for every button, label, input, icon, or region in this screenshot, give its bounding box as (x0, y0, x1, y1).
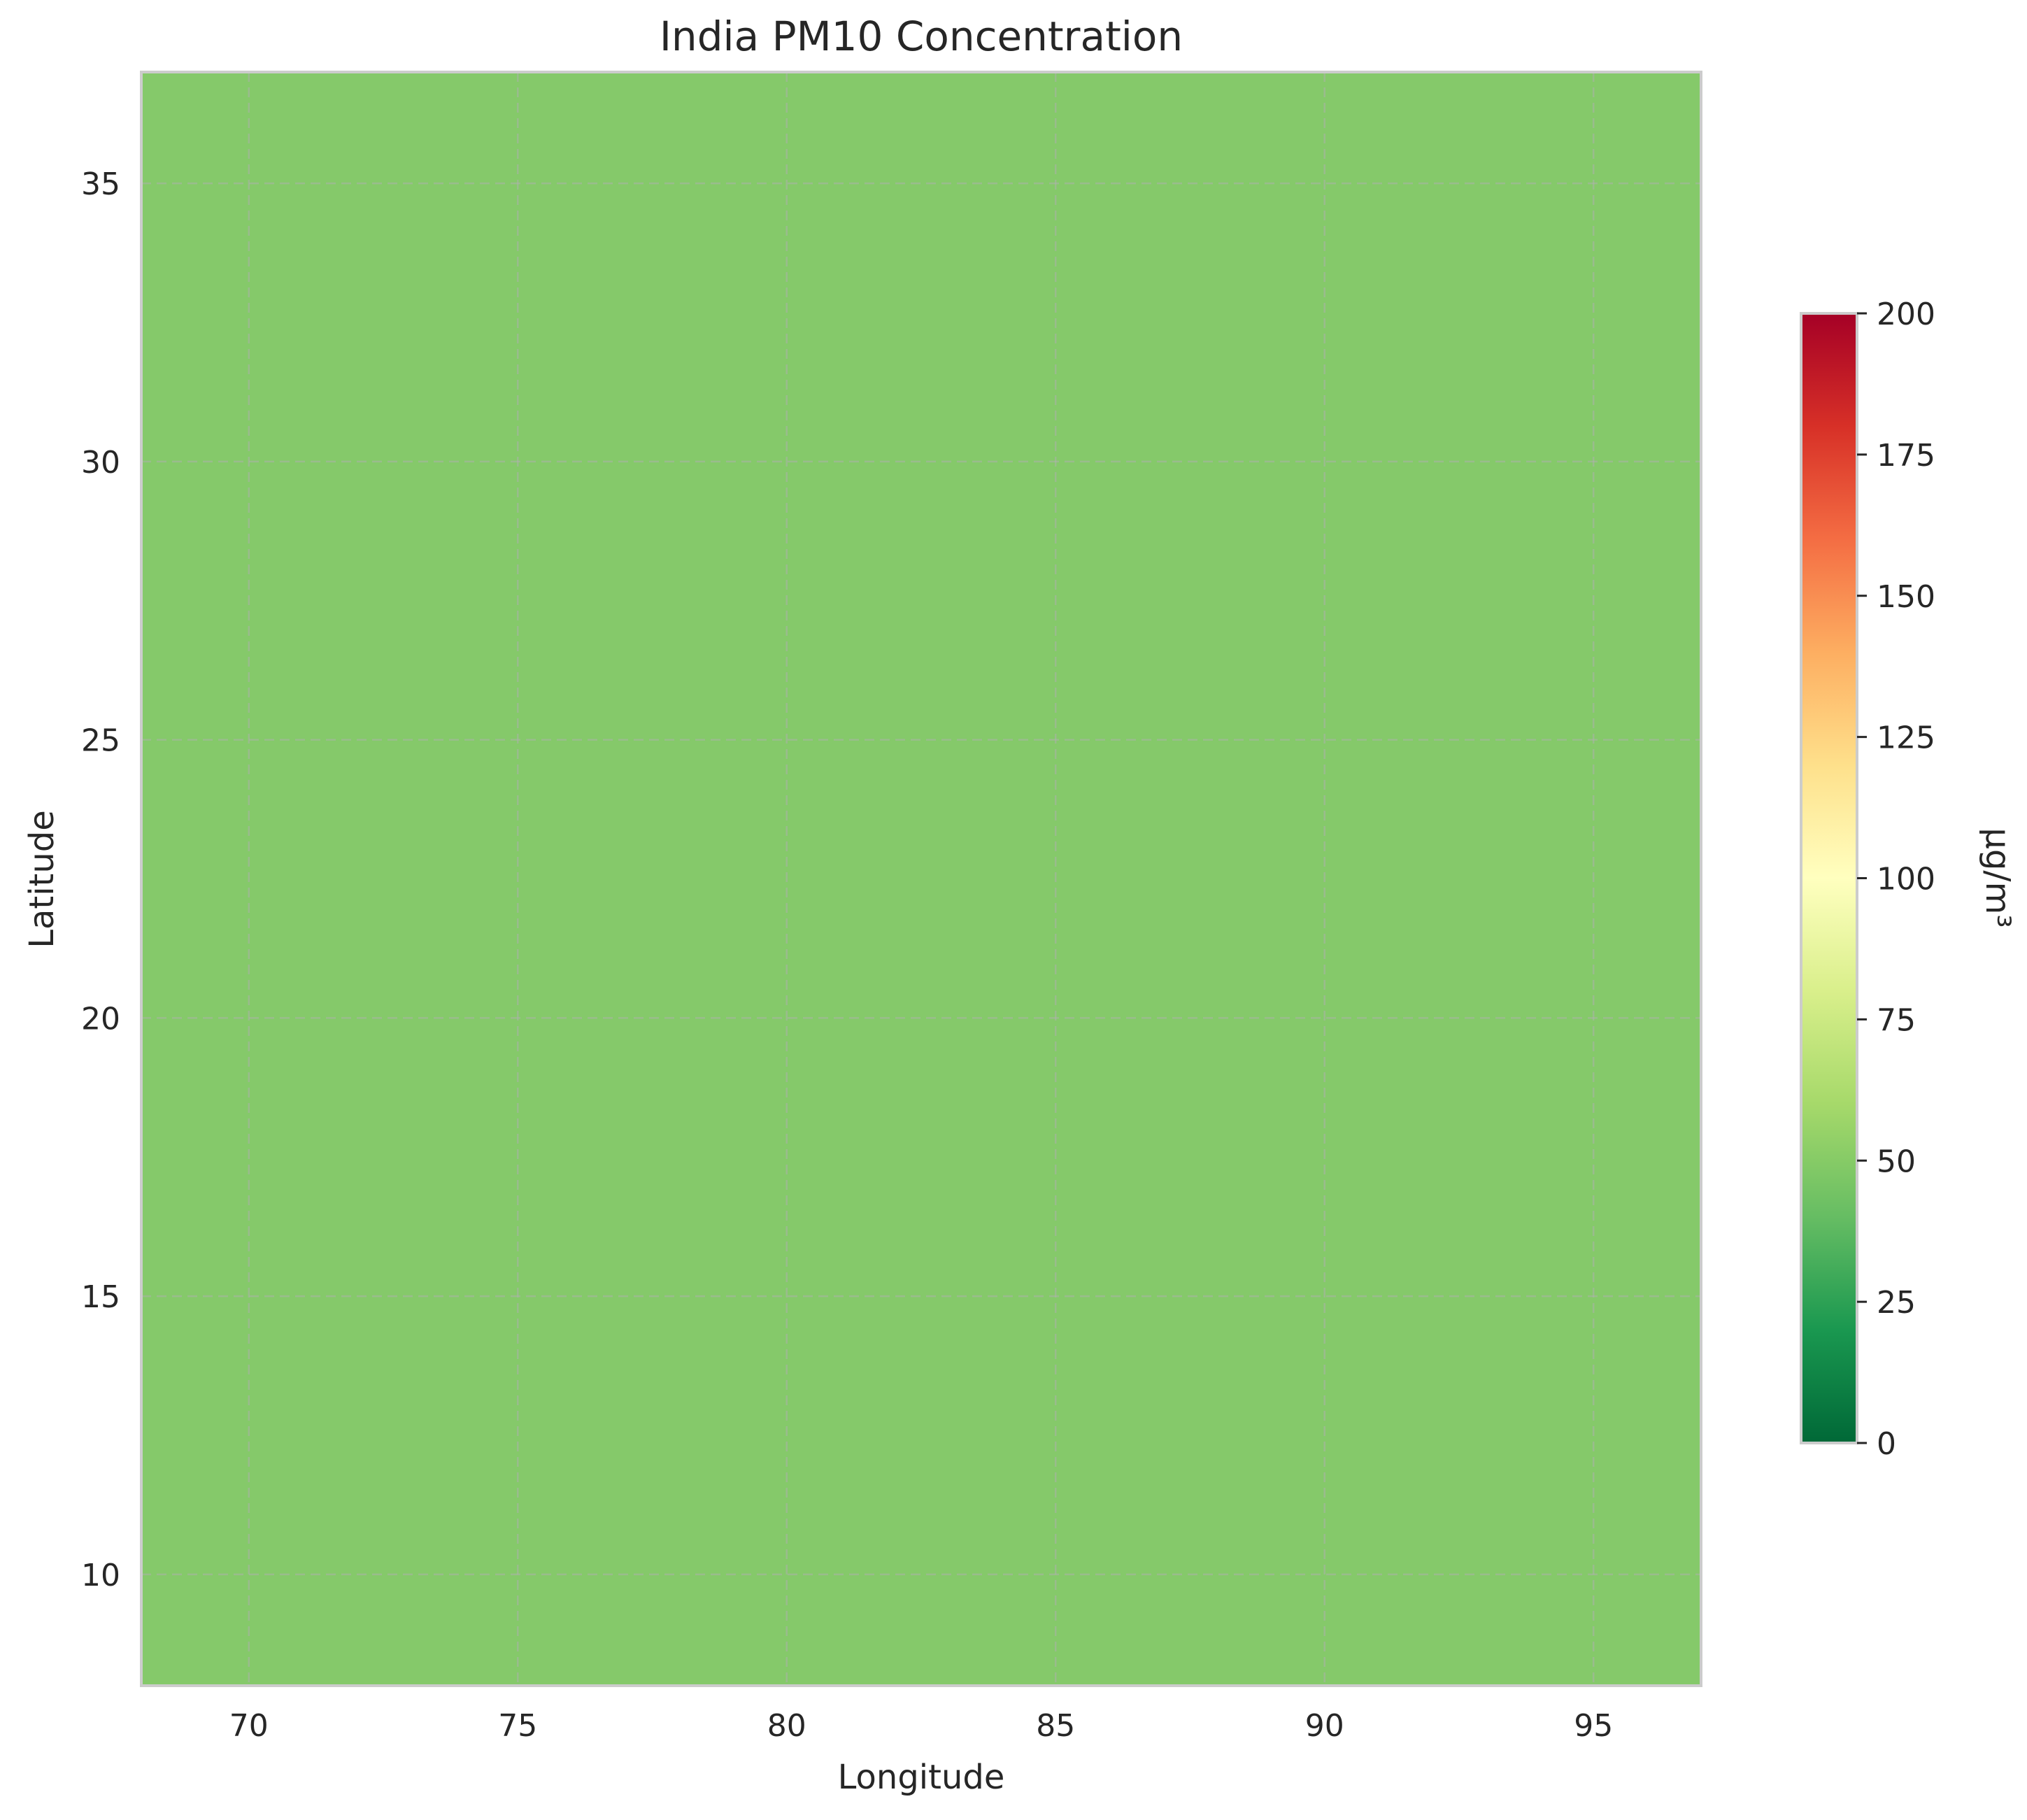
y-tick-label: 30 (81, 445, 120, 481)
colorbar-label: µg/m³ (1978, 827, 2017, 927)
y-tick-label: 20 (81, 1001, 120, 1037)
colorbar-tick-label: 175 (1877, 438, 1935, 474)
plot-frame (140, 71, 1702, 1687)
colorbar-tick-label: 25 (1877, 1285, 1916, 1321)
y-tick-label: 25 (81, 723, 120, 759)
y-axis-ticks: 10 15 20 25 30 35 (81, 166, 120, 1593)
x-axis-label: Longitude (838, 1758, 1005, 1797)
y-tick-label: 15 (81, 1279, 120, 1315)
colorbar-tick-label: 100 (1877, 862, 1935, 897)
y-axis-label: Latitude (22, 810, 62, 948)
x-tick-label: 90 (1305, 1708, 1344, 1744)
colorbar-ticks: 0 25 50 75 100 125 150 175 200 (1857, 297, 1935, 1462)
colorbar-tick-label: 150 (1877, 579, 1935, 615)
x-tick-label: 80 (767, 1708, 806, 1744)
x-tick-label: 75 (498, 1708, 537, 1744)
y-tick-label: 35 (81, 166, 120, 202)
chart-title: India PM10 Concentration (660, 13, 1183, 60)
colorbar-tick-label: 50 (1877, 1144, 1916, 1179)
x-tick-label: 70 (229, 1708, 269, 1744)
grid-lines (141, 72, 1701, 1686)
colorbar-tick-label: 200 (1877, 297, 1935, 332)
x-tick-label: 85 (1036, 1708, 1075, 1744)
plot-area (140, 71, 1702, 1687)
colorbar-tick-label: 125 (1877, 720, 1935, 756)
colorbar-gradient (1801, 313, 1857, 1443)
colorbar-tick-label: 0 (1877, 1426, 1896, 1462)
y-tick-label: 10 (81, 1558, 120, 1593)
heatmap-field (141, 72, 1701, 1686)
x-axis-ticks: 70 75 80 85 90 95 (229, 1708, 1613, 1744)
colorbar-tick-label: 75 (1877, 1002, 1916, 1038)
colorbar: 0 25 50 75 100 125 150 175 200 µg/m³ (1800, 297, 2017, 1462)
x-tick-label: 95 (1574, 1708, 1613, 1744)
